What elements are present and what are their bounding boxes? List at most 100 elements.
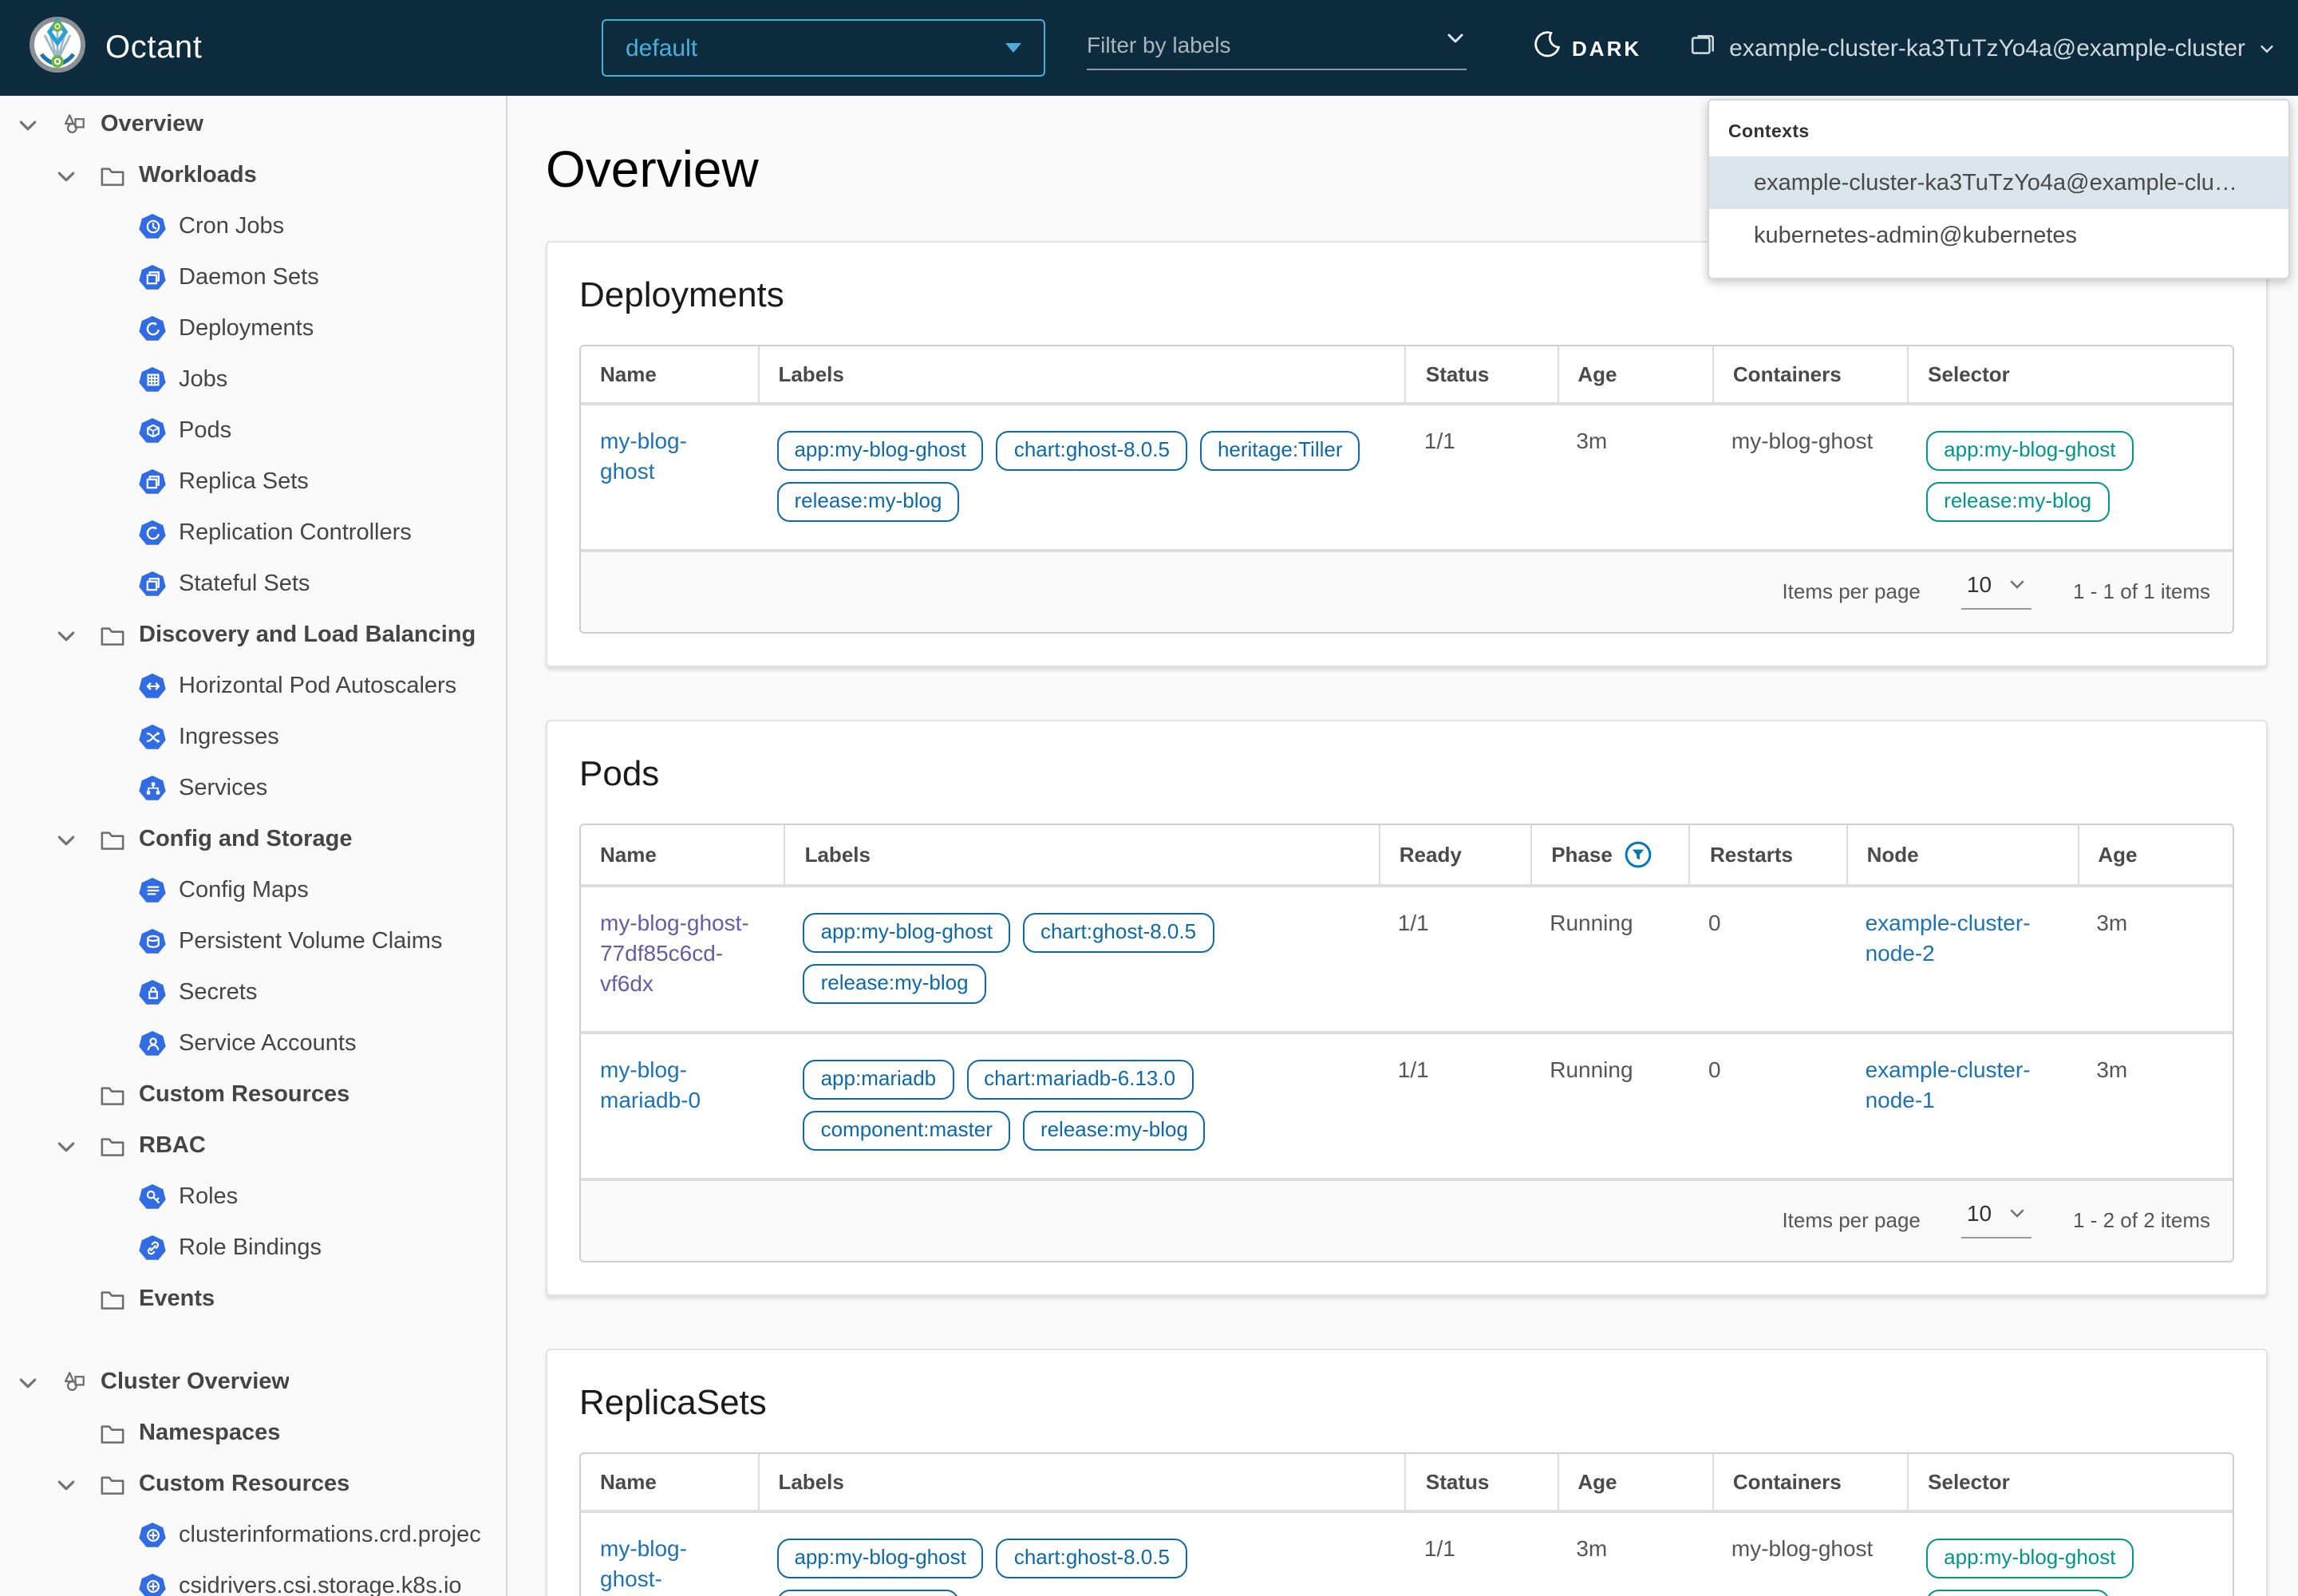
sidebar-item-persistent-volume-claims[interactable]: Persistent Volume Claims — [0, 916, 506, 967]
column-header-name: Name — [581, 346, 757, 402]
page-size-select[interactable]: 10 — [1962, 571, 2031, 610]
column-header-selector: Selector — [1907, 346, 2233, 402]
cluster-icon — [1689, 31, 1716, 65]
page-size-select[interactable]: 10 — [1962, 1200, 2031, 1238]
resource-link[interactable]: my-blog-ghost-77df85c6cd — [600, 1535, 716, 1596]
resource-link[interactable]: example-cluster-node-1 — [1866, 1057, 2031, 1112]
sidebar-item-service-accounts[interactable]: Service Accounts — [0, 1018, 506, 1069]
sidebar-item-replica-sets[interactable]: Replica Sets — [0, 456, 506, 508]
sidebar-item-pods[interactable]: Pods — [0, 405, 506, 456]
sidebar-item-rbac[interactable]: RBAC — [0, 1120, 506, 1171]
sidebar-item-overview[interactable]: Overview — [0, 99, 506, 150]
column-header-age: Age — [2077, 825, 2233, 884]
column-header-selector: Selector — [1907, 1454, 2233, 1510]
folder-icon — [99, 1420, 126, 1447]
sidebar-item-deployments[interactable]: Deployments — [0, 303, 506, 354]
contexts-dropdown-list: example-cluster-ka3TuTzYo4a@example-clu…… — [1709, 156, 2288, 262]
sidebar-item-discovery-and-load-balancing[interactable]: Discovery and Load Balancing — [0, 610, 506, 661]
sidebar-item-roles[interactable]: Roles — [0, 1171, 506, 1223]
cell-phase: Running — [1530, 1034, 1689, 1178]
sidebar-item-csidrivers-csi-storage-k8s-io[interactable]: csidrivers.csi.storage.k8s.io — [0, 1561, 506, 1596]
column-header-node: Node — [1846, 825, 2078, 884]
octant-logo-icon — [29, 15, 86, 81]
puzzle-k8s-icon — [139, 1522, 166, 1549]
label-filter-input[interactable]: Filter by labels — [1087, 26, 1467, 69]
label-badge: release:my-blog — [776, 1590, 959, 1596]
cell-text: 1/1 — [1424, 1535, 1455, 1561]
sidebar-item-workloads[interactable]: Workloads — [0, 150, 506, 201]
cell-node: example-cluster-node-1 — [1846, 1034, 2078, 1178]
sidebar-item-label: Services — [179, 776, 267, 801]
sidebar-item-clusterinformations-crd-projec[interactable]: clusterinformations.crd.projec — [0, 1510, 506, 1561]
cell-age: 3m — [1557, 1513, 1712, 1596]
cell-age: 3m — [2077, 1034, 2233, 1178]
context-menu-item[interactable]: kubernetes-admin@kubernetes — [1709, 209, 2288, 262]
datagrid-header-row: NameLabelsStatusAgeContainersSelector — [581, 1454, 2233, 1510]
column-header-phase: Phase — [1530, 825, 1689, 884]
namespace-select[interactable]: default — [602, 19, 1045, 77]
sidebar-item-role-bindings[interactable]: Role Bindings — [0, 1223, 506, 1274]
column-header-label: Phase — [1551, 843, 1613, 867]
sidebar-item-namespaces[interactable]: Namespaces — [0, 1408, 506, 1459]
datagrid: NameLabelsStatusAgeContainersSelector my… — [579, 1452, 2234, 1596]
sidebar-item-secrets[interactable]: Secrets — [0, 967, 506, 1018]
sidebar-item-replication-controllers[interactable]: Replication Controllers — [0, 508, 506, 559]
section-card-pods: Pods NameLabelsReadyPhaseRestartsNodeAge… — [546, 720, 2268, 1296]
sidebar-item-stateful-sets[interactable]: Stateful Sets — [0, 559, 506, 610]
cell-selector: app:my-blog-ghostrelease:my-blog — [1907, 405, 2233, 549]
column-header-label: Labels — [778, 1470, 843, 1494]
sidebar-item-services[interactable]: Services — [0, 763, 506, 814]
context-menu-item[interactable]: example-cluster-ka3TuTzYo4a@example-clu… — [1709, 156, 2288, 209]
sidebar-item-daemon-sets[interactable]: Daemon Sets — [0, 252, 506, 303]
folder-icon — [99, 826, 126, 853]
sidebar-item-cron-jobs[interactable]: Cron Jobs — [0, 201, 506, 252]
puzzle-k8s-icon — [139, 1573, 166, 1596]
resource-link[interactable]: example-cluster-node-2 — [1866, 910, 2031, 966]
sidebar-item-label: RBAC — [139, 1133, 206, 1159]
sidebar-item-label: Custom Resources — [139, 1082, 349, 1108]
cell-text: 3m — [1576, 1535, 1607, 1561]
namespace-select-value: default — [626, 34, 697, 61]
chevron-down-icon — [51, 625, 80, 646]
chevron-down-icon — [13, 1372, 41, 1393]
chevron-down-icon — [51, 1136, 80, 1156]
octant-app: Octant default Filter by labels DARK — [0, 0, 2298, 1596]
cell-ready: 1/1 — [1379, 887, 1530, 1031]
datagrid-body: my-blog-ghost app:my-blog-ghostchart:ghos… — [581, 402, 2233, 549]
resource-link[interactable]: my-blog-ghost-77df85c6cd-vf6dx — [600, 910, 749, 996]
cell-labels: app:my-blog-ghostchart:ghost-8.0.5herita… — [757, 405, 1404, 549]
disk-k8s-icon — [139, 928, 166, 955]
cell-text: 1/1 — [1398, 1057, 1429, 1082]
label-badge: app:mariadb — [804, 1060, 954, 1100]
cell-text: 1/1 — [1398, 910, 1429, 935]
sidebar-item-label: Persistent Volume Claims — [179, 929, 442, 954]
sidebar-item-events[interactable]: Events — [0, 1274, 506, 1325]
sidebar-item-config-maps[interactable]: Config Maps — [0, 865, 506, 916]
sidebar-item-ingresses[interactable]: Ingresses — [0, 712, 506, 763]
table-row: my-blog-ghost-77df85c6cdapp:my-blog-ghos… — [581, 1510, 2233, 1596]
items-per-page-label: Items per page — [1782, 579, 1920, 602]
sidebar-item-custom-resources[interactable]: Custom Resources — [0, 1069, 506, 1120]
pagination-range: 1 - 1 of 1 items — [2073, 579, 2210, 602]
sidebar-item-label: Discovery and Load Balancing — [139, 622, 476, 648]
datagrid-body: my-blog-ghost-77df85c6cdapp:my-blog-ghos… — [581, 1510, 2233, 1596]
column-header-label: Selector — [1928, 1470, 2010, 1494]
resource-link[interactable]: my-blog-mariadb-0 — [600, 1057, 701, 1112]
folder-icon — [99, 622, 126, 649]
sidebar-item-label: Namespaces — [139, 1420, 280, 1446]
sidebar-item-label: Pods — [179, 418, 231, 444]
sidebar-item-horizontal-pod-autoscalers[interactable]: Horizontal Pod Autoscalers — [0, 661, 506, 712]
context-selector[interactable]: example-cluster-ka3TuTzYo4a@example-clus… — [1689, 31, 2276, 65]
sidebar-nav: Overview Workloads Cron Jobs Daemon Sets… — [0, 96, 507, 1596]
sidebar-item-jobs[interactable]: Jobs — [0, 354, 506, 405]
sidebar-item-config-and-storage[interactable]: Config and Storage — [0, 814, 506, 865]
sidebar-item-custom-resources[interactable]: Custom Resources — [0, 1459, 506, 1510]
chevron-down-icon[interactable] — [1444, 26, 1467, 57]
dark-theme-toggle[interactable]: DARK — [1534, 30, 1641, 65]
sidebar-item-cluster-overview[interactable]: Cluster Overview — [0, 1357, 506, 1408]
main-content: Overview Deployments NameLabelsStatusAge… — [507, 96, 2298, 1596]
link-k8s-icon — [139, 1235, 166, 1262]
resource-link[interactable]: my-blog-ghost — [600, 428, 687, 484]
filter-funnel-icon[interactable] — [1625, 841, 1652, 868]
datagrid-body: my-blog-ghost-77df85c6cd-vf6dxapp:my-blo… — [581, 884, 2233, 1178]
